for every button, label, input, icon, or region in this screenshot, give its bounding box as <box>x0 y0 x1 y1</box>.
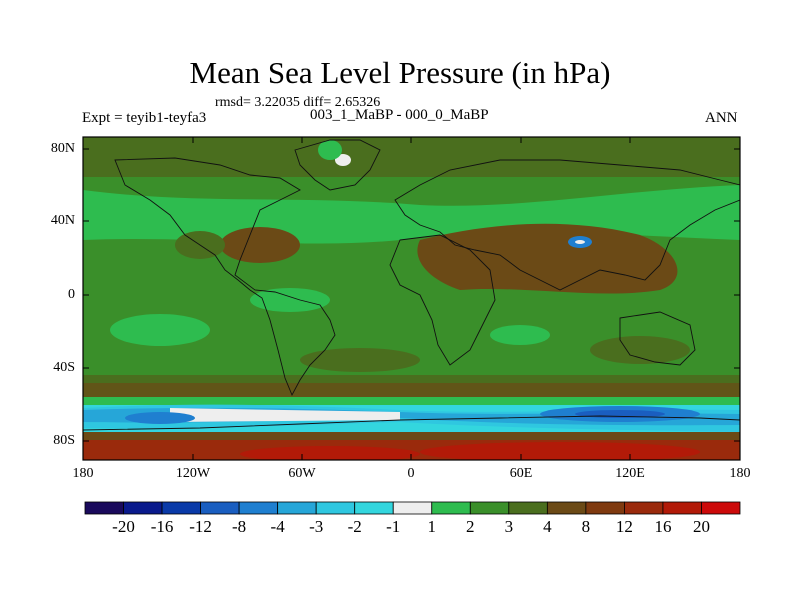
colorbar-label: 20 <box>692 517 710 536</box>
lon-label-0: 0 <box>407 466 415 481</box>
colorbar-swatch <box>546 501 587 515</box>
colorbar-swatch <box>354 501 394 515</box>
lon-label-180w: 180 <box>72 466 94 481</box>
colorbar-label: -1 <box>386 517 401 536</box>
colorbar-swatch <box>392 501 433 515</box>
experiment-label: Expt = teyib1-teyfa3 <box>82 110 207 126</box>
lon-label-180e: 180 <box>729 466 751 481</box>
colorbar-label: 8 <box>581 517 591 536</box>
stats-line: rmsd= 3.22035 diff= 2.65326 <box>215 95 381 110</box>
colorbar-label: -8 <box>232 517 247 536</box>
colorbar-swatch <box>508 501 548 515</box>
colorbar-swatch <box>315 501 356 515</box>
lon-label-120w: 120W <box>175 466 211 481</box>
colorbar-label: -16 <box>150 517 174 536</box>
colorbar-label: -3 <box>309 517 324 536</box>
coastlines <box>83 139 740 431</box>
colorbar-swatch <box>662 501 702 515</box>
pressure-field <box>83 137 740 460</box>
colorbar-label: 4 <box>543 517 552 536</box>
colorbar-swatch <box>123 501 163 515</box>
colorbar-label: 16 <box>654 517 672 536</box>
colorbar-label: -2 <box>347 517 362 536</box>
colorbar-swatch <box>238 501 279 515</box>
colorbar-swatch <box>84 501 124 515</box>
lat-label-40n: 40N <box>50 213 75 228</box>
map-title: Mean Sea Level Pressure (in hPa) <box>189 55 611 90</box>
season-label: ANN <box>705 110 738 126</box>
colorbar-label: 12 <box>615 517 633 536</box>
axis-ticks <box>83 137 740 460</box>
lat-label-40s: 40S <box>53 360 75 375</box>
colorbar-swatch <box>624 501 664 515</box>
lon-label-60e: 60E <box>509 466 533 481</box>
colorbar-swatch <box>431 501 471 515</box>
lat-label-80n: 80N <box>50 141 75 156</box>
colorbar-label: -4 <box>270 517 285 536</box>
colorbar-swatch <box>469 501 510 515</box>
lat-label-80s: 80S <box>53 433 75 448</box>
colorbar-label: 3 <box>504 517 514 536</box>
colorbar-label: -12 <box>189 517 212 536</box>
lon-label-120e: 120E <box>615 466 645 481</box>
colorbar-swatch <box>161 501 201 515</box>
colorbar <box>84 501 741 515</box>
lat-label-0: 0 <box>68 287 75 302</box>
lon-label-60w: 60W <box>288 466 316 481</box>
colorbar-swatch <box>200 501 240 515</box>
colorbar-swatch <box>277 501 317 515</box>
colorbar-swatch <box>585 501 625 515</box>
map-subtitle: 003_1_MaBP - 000_0_MaBP <box>310 107 489 123</box>
colorbar-label: 1 <box>427 517 437 536</box>
colorbar-label: -20 <box>112 517 135 536</box>
colorbar-label: 2 <box>466 517 475 536</box>
colorbar-swatch <box>701 501 741 515</box>
